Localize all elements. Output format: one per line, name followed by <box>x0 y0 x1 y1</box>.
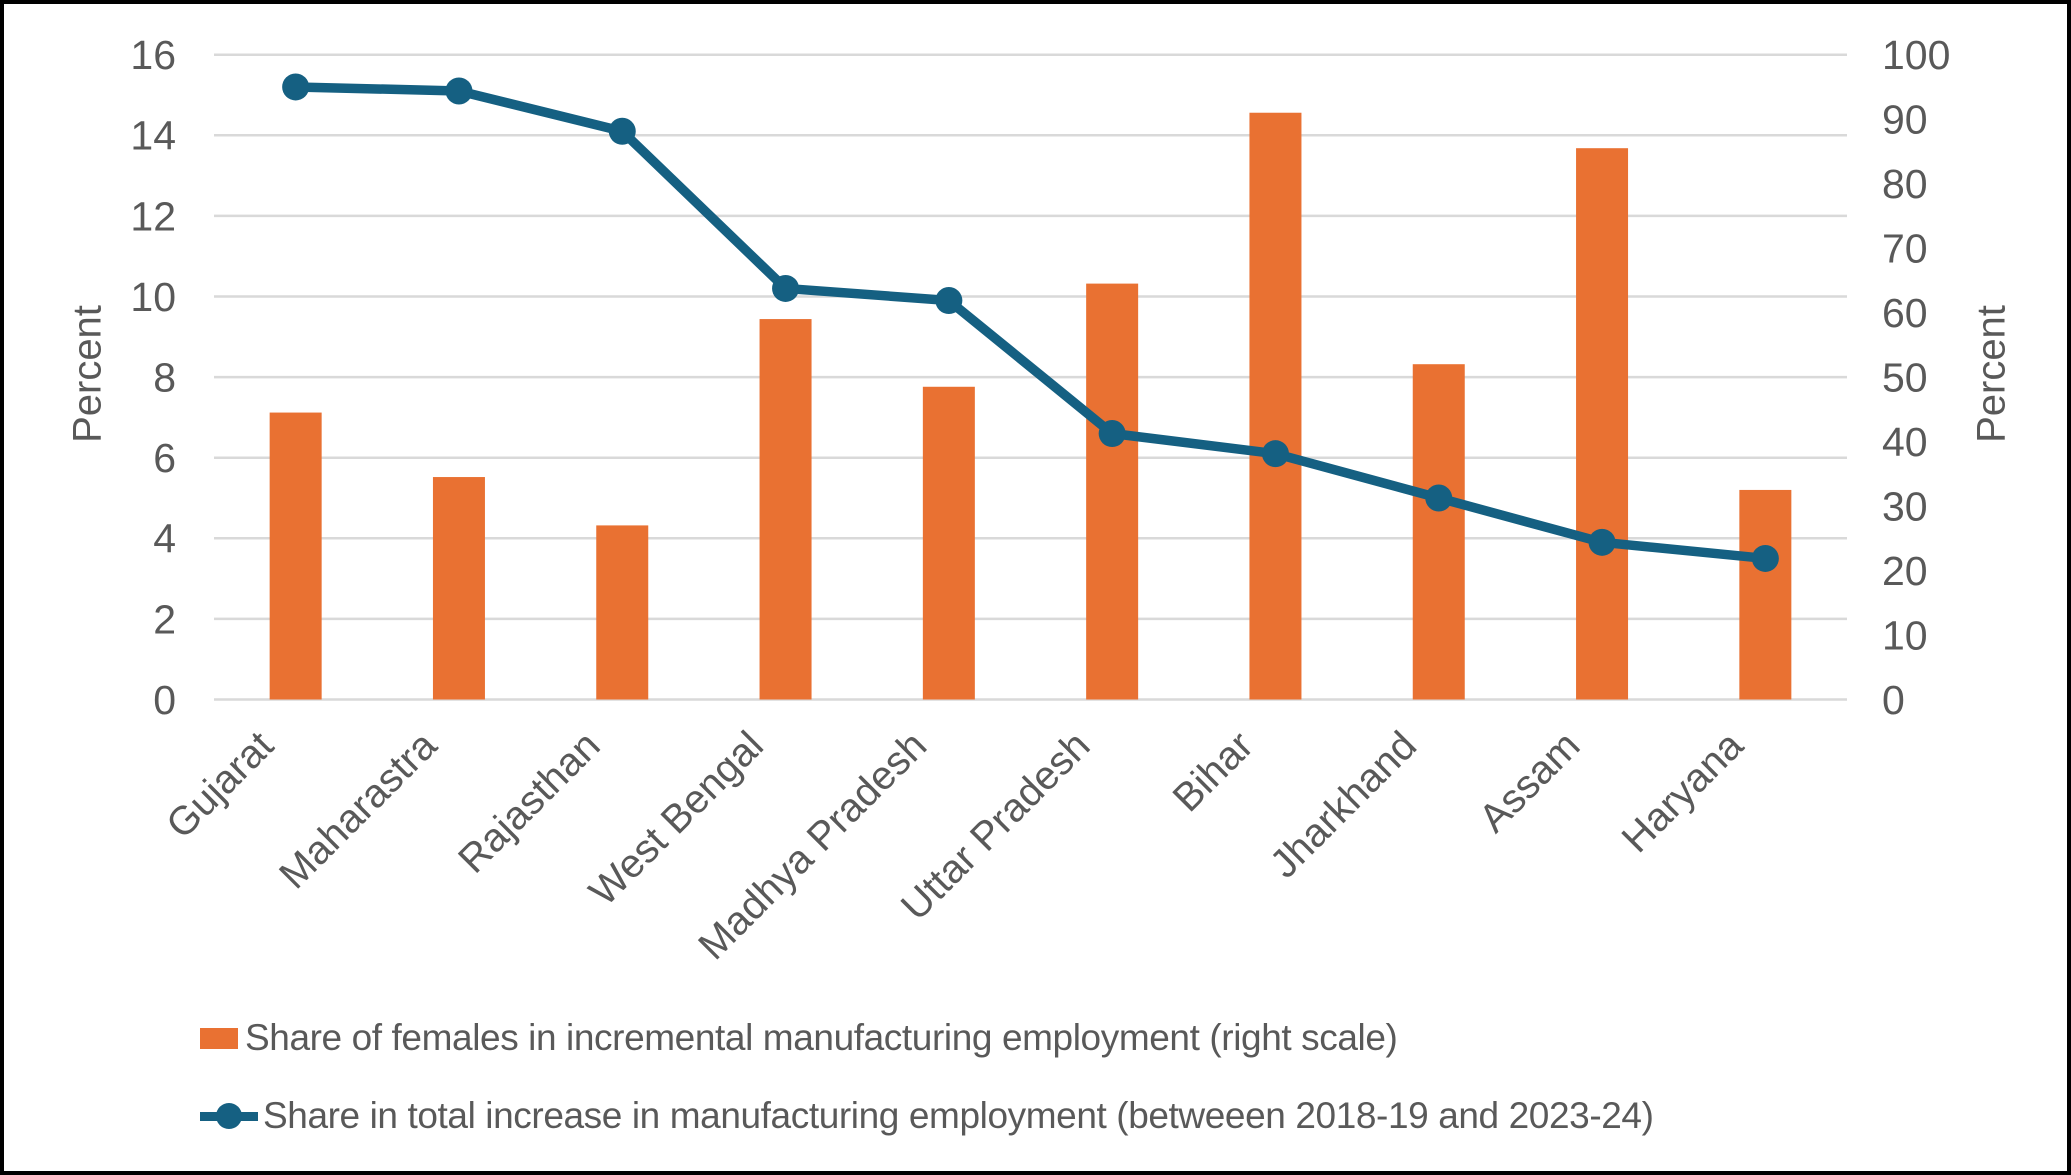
right-axis-title: Percent <box>1969 305 2014 443</box>
legend-item-line: Share in total increase in manufacturing… <box>200 1095 1654 1137</box>
right-axis-tick-label: 40 <box>1882 419 1928 465</box>
left-axis-tick-label: 2 <box>153 596 176 642</box>
right-axis-tick-label: 90 <box>1882 97 1928 143</box>
line-marker-gujarat <box>282 73 310 101</box>
line-marker-uttar-pradesh <box>1098 420 1126 448</box>
line-marker-rajasthan <box>608 117 636 145</box>
left-axis-tick-label: 16 <box>130 32 176 78</box>
category-label-assam: Assam <box>1471 723 1589 841</box>
category-label-maharastra: Maharastra <box>271 723 446 898</box>
line-series <box>290 82 1771 564</box>
category-label-bihar: Bihar <box>1165 723 1262 820</box>
bar-bihar <box>1249 112 1302 700</box>
category-label-rajasthan: Rajasthan <box>450 723 608 881</box>
legend-item-bars: Share of females in incremental manufact… <box>200 1017 1398 1059</box>
category-label-jharkhand: Jharkhand <box>1262 723 1425 886</box>
chart-canvas: 0 2 4 6 8 10 12 14 16 0 10 20 30 40 50 60 70 80 90 100 Gujar… <box>130 32 1950 968</box>
left-axis-tick-label: 0 <box>153 677 176 723</box>
line-marker-west-bengal <box>772 274 800 302</box>
left-axis-tick-label: 10 <box>130 274 176 320</box>
bar-uttar-pradesh <box>1086 283 1139 700</box>
bar-maharastra <box>432 477 485 700</box>
category-label-gujarat: Gujarat <box>158 723 282 847</box>
right-axis-tick-label: 80 <box>1882 161 1928 207</box>
legend-line-swatch <box>200 1103 258 1129</box>
right-axis-tick-label: 70 <box>1882 225 1928 271</box>
line-marker-assam <box>1588 528 1616 556</box>
left-axis-tick-label: 6 <box>153 435 176 481</box>
category-label-haryana: Haryana <box>1614 723 1753 862</box>
bar-jharkhand <box>1412 364 1465 700</box>
bar-west-bengal <box>759 319 812 700</box>
line-marker-haryana <box>1751 544 1779 572</box>
left-axis-tick-label: 12 <box>130 193 176 239</box>
left-axis-tick-label: 4 <box>153 516 176 562</box>
legend-bar-swatch <box>200 1027 238 1049</box>
line-marker-bihar <box>1261 440 1289 468</box>
right-axis-tick-label: 0 <box>1882 677 1905 723</box>
right-axis-tick-label: 30 <box>1882 483 1928 529</box>
bar-gujarat <box>269 412 322 700</box>
left-axis-tick-label: 8 <box>153 354 176 400</box>
bar-haryana <box>1739 489 1792 700</box>
right-axis-tick-label: 100 <box>1882 32 1950 78</box>
line-marker-jharkhand <box>1425 484 1453 512</box>
right-axis-tick-label: 50 <box>1882 354 1928 400</box>
right-axis-tick-label: 60 <box>1882 290 1928 336</box>
left-axis-tick-label: 14 <box>130 113 176 159</box>
bar-assam <box>1576 148 1629 700</box>
legend-bar-label: Share of females in incremental manufact… <box>245 1017 1398 1058</box>
right-axis-tick-label: 20 <box>1882 548 1928 594</box>
line-marker-madhya-pradesh <box>935 287 963 315</box>
legend-line-marker-dot <box>216 1103 242 1129</box>
bar-rajasthan <box>596 525 649 700</box>
right-axis-tick-label: 10 <box>1882 612 1928 658</box>
line-marker-maharastra <box>445 77 473 105</box>
legend-line-label: Share in total increase in manufacturing… <box>263 1095 1654 1136</box>
left-axis-title: Percent <box>65 305 110 443</box>
bar-madhya-pradesh <box>922 386 975 700</box>
